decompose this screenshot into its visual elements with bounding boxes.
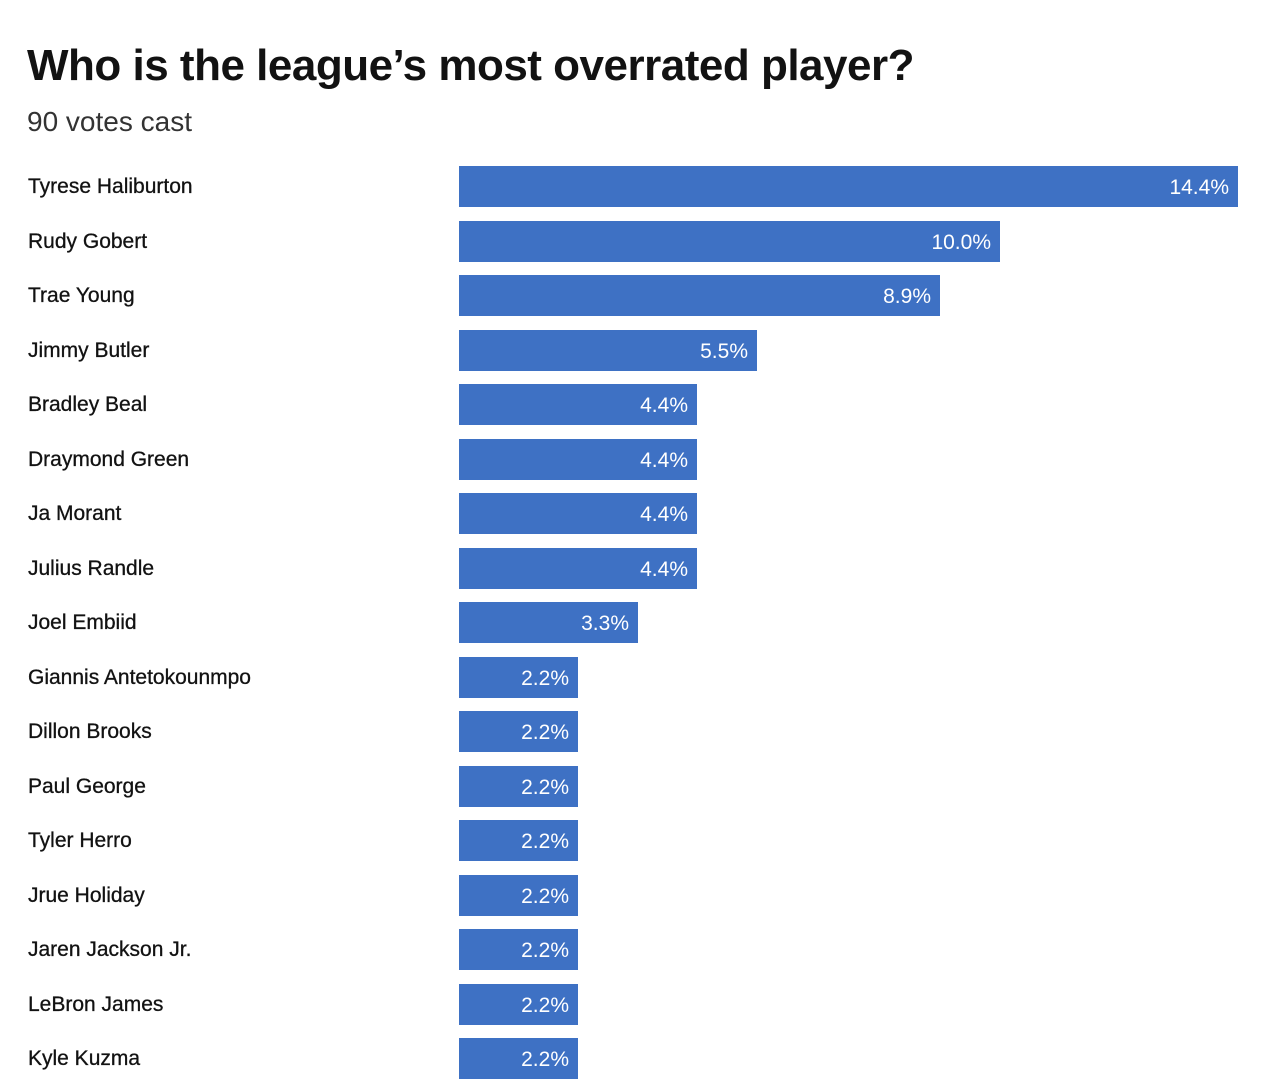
category-label: Giannis Antetokounmpo [28, 666, 251, 689]
bar-value-label: 2.2% [521, 830, 569, 853]
bar-value-label: 2.2% [521, 939, 569, 962]
bar [459, 875, 578, 916]
bar-value-label: 10.0% [931, 231, 991, 254]
chart-subtitle: 90 votes cast [27, 106, 192, 137]
bar-value-label: 5.5% [700, 340, 748, 363]
category-label: Julius Randle [28, 557, 155, 580]
bar [459, 766, 578, 807]
bar [459, 439, 697, 480]
category-label: Dillon Brooks [28, 720, 152, 743]
bar [459, 275, 940, 316]
category-label: Paul George [28, 775, 146, 798]
category-label: Jaren Jackson Jr. [28, 938, 192, 961]
category-label: Ja Morant [28, 502, 122, 525]
bar [459, 221, 1000, 262]
bar-value-label: 4.4% [640, 394, 688, 417]
category-label: Trae Young [28, 284, 135, 307]
category-label: Jrue Holiday [28, 884, 145, 907]
bar [459, 820, 578, 861]
category-label: Bradley Beal [28, 393, 148, 416]
bar [459, 384, 697, 425]
bar-value-label: 2.2% [521, 667, 569, 690]
bar [459, 984, 578, 1025]
category-label: Draymond Green [28, 448, 190, 471]
category-label: Tyler Herro [28, 829, 132, 852]
bar [459, 657, 578, 698]
bar [459, 711, 578, 752]
bar-value-label: 2.2% [521, 1048, 569, 1071]
bar [459, 548, 697, 589]
chart-title: Who is the league’s most overrated playe… [27, 41, 914, 90]
bar-value-label: 2.2% [521, 885, 569, 908]
bar [459, 330, 757, 371]
bar [459, 166, 1238, 207]
bar-value-label: 3.3% [581, 612, 629, 635]
bar-value-label: 2.2% [521, 994, 569, 1017]
bar-value-label: 14.4% [1169, 176, 1229, 199]
bar [459, 602, 638, 643]
bar-value-label: 8.9% [883, 285, 931, 308]
category-label: Joel Embiid [28, 611, 137, 634]
bar [459, 493, 697, 534]
bar-value-label: 2.2% [521, 776, 569, 799]
category-label: Rudy Gobert [28, 230, 148, 253]
bar [459, 929, 578, 970]
bar-value-label: 4.4% [640, 558, 688, 581]
bar-value-label: 2.2% [521, 721, 569, 744]
category-label: Kyle Kuzma [28, 1047, 141, 1070]
bar-value-label: 4.4% [640, 503, 688, 526]
category-label: Jimmy Butler [28, 339, 150, 362]
bar-value-label: 4.4% [640, 449, 688, 472]
category-label: Tyrese Haliburton [28, 175, 193, 198]
category-label: LeBron James [28, 993, 164, 1016]
